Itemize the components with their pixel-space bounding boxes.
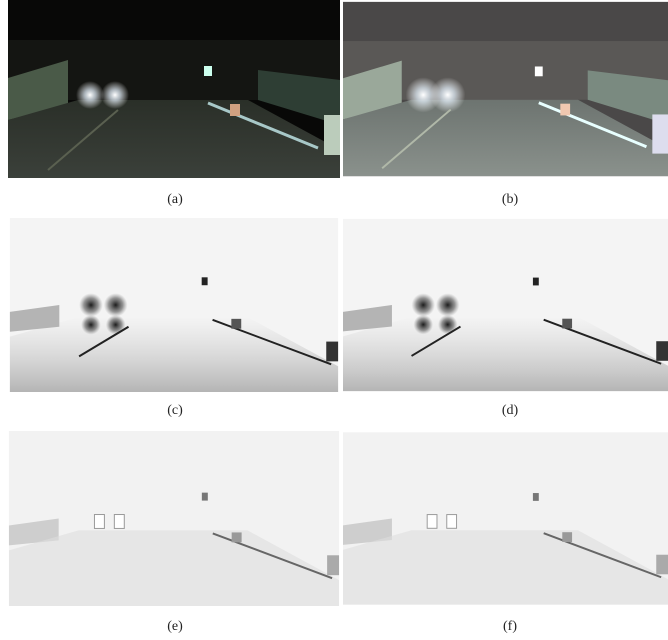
image-c — [10, 218, 338, 392]
image-e — [9, 431, 339, 606]
image-f — [343, 432, 668, 604]
caption: (b) — [502, 192, 519, 207]
image-a — [8, 0, 340, 178]
image-b — [343, 2, 668, 176]
caption: (c) — [167, 403, 183, 418]
figure: (a) (b) (c) (d) (e) (f) — [0, 0, 668, 640]
caption: (e) — [167, 619, 183, 634]
caption: (f) — [503, 619, 517, 634]
image-d — [343, 219, 668, 391]
caption: (a) — [167, 192, 183, 207]
caption: (d) — [502, 403, 519, 418]
